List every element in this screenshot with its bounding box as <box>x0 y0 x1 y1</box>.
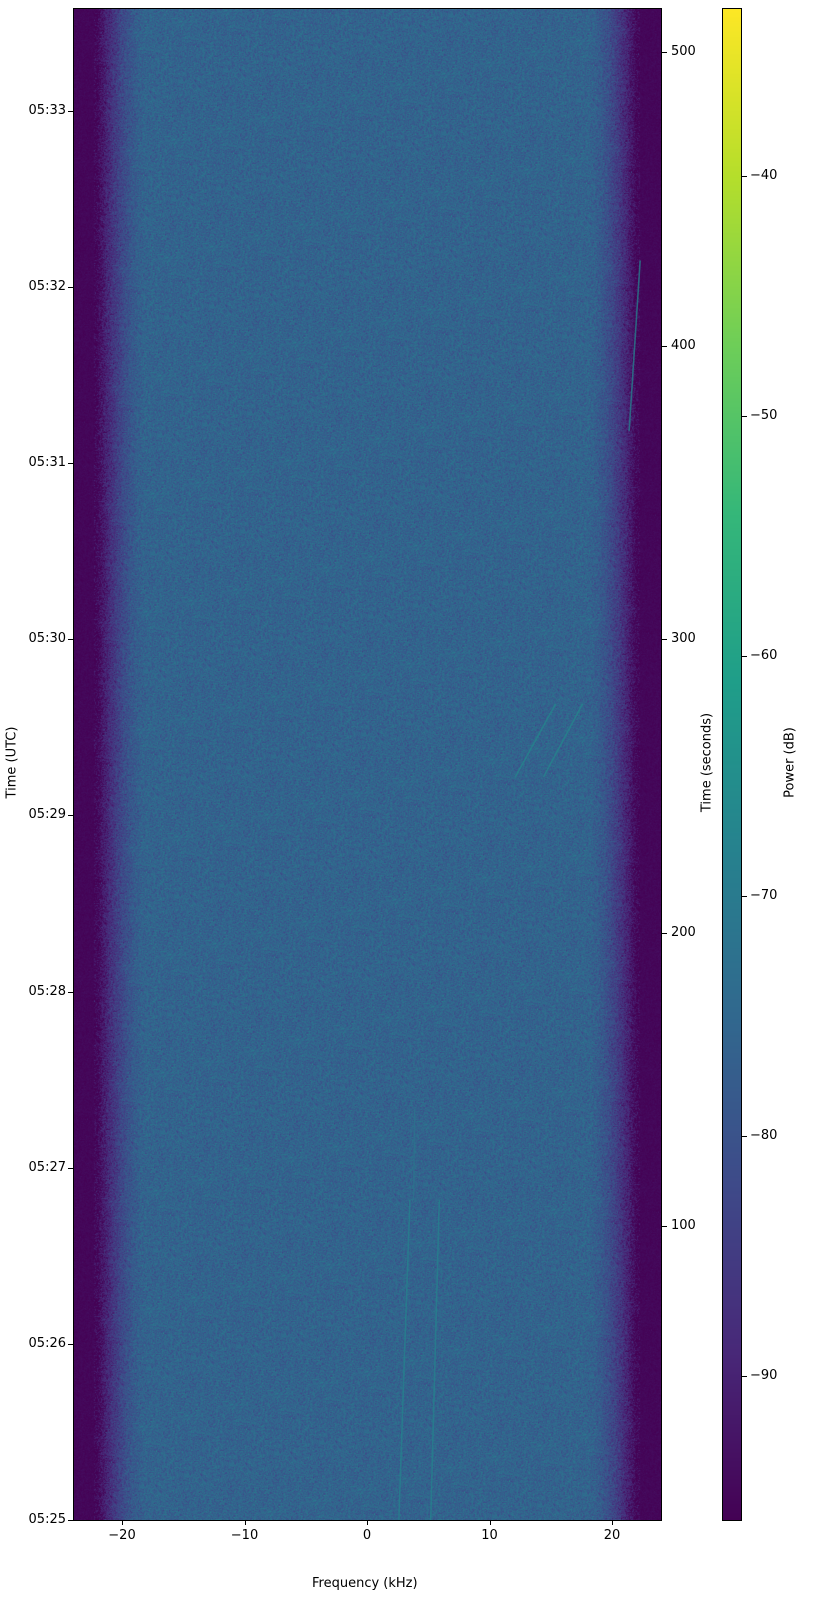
colorbar-tick <box>742 1376 747 1377</box>
x-tick-label: −10 <box>230 1528 259 1543</box>
colorbar-tick-label: −40 <box>750 168 778 183</box>
y-left-tick <box>68 463 73 465</box>
x-tick <box>367 1520 368 1525</box>
signal-trace-3 <box>514 703 557 778</box>
colorbar-tick <box>742 656 747 657</box>
signal-overlay <box>398 260 641 1521</box>
y-left-tick <box>68 639 73 641</box>
y-right-tick-label: 200 <box>671 924 696 940</box>
x-tick <box>489 1520 491 1525</box>
y-left-tick-label: 05:25 <box>28 1512 66 1527</box>
colorbar-tick-label: −70 <box>750 888 778 903</box>
y-left-tick <box>68 1167 73 1169</box>
y-right-tick-label: 300 <box>671 631 696 647</box>
y-left-tick-label: 05:27 <box>28 1159 66 1175</box>
y-left-tick-label: 05:28 <box>28 983 66 999</box>
y-left-tick <box>68 110 73 112</box>
y-left-tick-label: 05:31 <box>28 455 66 471</box>
y-right-tick <box>662 639 667 641</box>
y-left-tick-label: 05:26 <box>28 1335 66 1351</box>
x-tick-label: 0 <box>362 1528 372 1543</box>
y-right-tick <box>662 1226 667 1228</box>
y-left-tick <box>68 1343 73 1345</box>
signal-trace-5 <box>628 260 641 431</box>
x-axis-label: Frequency (kHz) <box>312 1576 418 1591</box>
colorbar-tick-label: −50 <box>750 408 778 423</box>
y-axis-right-label: Time (seconds) <box>699 712 715 813</box>
x-tick-label: 20 <box>603 1528 621 1543</box>
y-right-tick-label: 500 <box>671 44 696 60</box>
x-tick <box>244 1520 246 1525</box>
colorbar-tick <box>742 176 747 177</box>
colorbar-label: Power (dB) <box>782 727 798 798</box>
spectrogram-plot-area <box>73 8 661 1520</box>
y-left-tick-label: 05:29 <box>28 807 66 823</box>
y-left-tick <box>68 815 73 817</box>
y-right-tick-label: 400 <box>671 337 696 353</box>
y-left-tick-label: 05:32 <box>28 278 66 294</box>
x-tick-label: 10 <box>481 1528 498 1543</box>
colorbar-tick-label: −90 <box>750 1368 778 1383</box>
colorbar-tick-label: −60 <box>750 648 778 663</box>
colorbar-tick <box>742 1136 747 1137</box>
signal-trace-0 <box>398 1199 411 1521</box>
y-left-tick-label: 05:33 <box>28 102 66 118</box>
colorbar-tick <box>742 896 747 897</box>
y-right-tick <box>662 932 667 934</box>
colorbar-tick-label: −80 <box>750 1128 778 1143</box>
spectrogram-image <box>73 8 661 1520</box>
y-left-tick <box>68 1520 73 1521</box>
signal-trace-1 <box>429 1199 441 1521</box>
y-axis-left-label: Time (UTC) <box>4 726 20 799</box>
y-right-tick <box>662 345 667 347</box>
y-right-tick-label: 100 <box>671 1218 696 1234</box>
y-right-tick <box>662 52 667 54</box>
x-tick-label: −20 <box>108 1528 136 1543</box>
signal-trace-4 <box>542 703 584 778</box>
signal-trace-2 <box>412 1108 416 1200</box>
y-left-tick <box>68 991 73 993</box>
y-left-tick <box>68 286 73 288</box>
x-tick <box>612 1520 613 1525</box>
colorbar-tick <box>742 416 747 417</box>
colorbar <box>722 8 742 1520</box>
x-tick <box>122 1520 123 1525</box>
y-left-tick-label: 05:30 <box>28 631 66 647</box>
